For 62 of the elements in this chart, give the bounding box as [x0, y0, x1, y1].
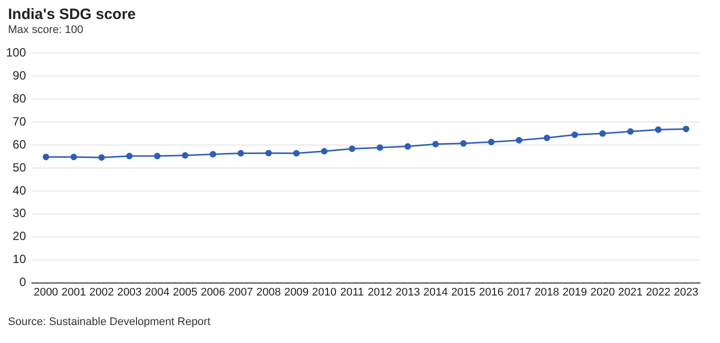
- y-tick-label: 10: [12, 252, 26, 266]
- y-tick-label: 40: [12, 183, 26, 198]
- x-tick-label: 2021: [618, 286, 643, 298]
- x-tick-label: 2012: [368, 286, 392, 298]
- x-tick-label: 2004: [145, 286, 170, 298]
- x-tick-label: 2010: [312, 286, 337, 298]
- x-tick-label: 2019: [562, 286, 587, 298]
- y-tick-label: 90: [12, 68, 26, 82]
- point: [460, 140, 467, 147]
- x-tick-label: 2009: [284, 286, 309, 298]
- x-tick-label: 2014: [423, 286, 448, 298]
- point: [544, 134, 550, 142]
- x-tick-label: 2016: [479, 286, 504, 298]
- point: [432, 140, 439, 148]
- y-tick-label: 80: [12, 91, 26, 106]
- x-tick-label: 2023: [674, 286, 698, 298]
- x-tick-label: 2005: [172, 286, 198, 298]
- y-tick-label: 30: [12, 206, 26, 220]
- point: [599, 130, 606, 137]
- point: [182, 152, 188, 159]
- x-tick-label: 2011: [340, 286, 364, 298]
- point: [70, 154, 78, 160]
- point: [348, 145, 356, 152]
- x-tick-label: 2001: [62, 286, 86, 298]
- point: [376, 144, 384, 151]
- point: [516, 136, 522, 144]
- x-tick-label: 2015: [451, 286, 476, 298]
- point: [154, 152, 161, 160]
- x-tick-label: 2007: [228, 286, 254, 298]
- point: [321, 148, 328, 154]
- y-tick-label: 50: [12, 160, 26, 174]
- y-tick-label: 0: [19, 275, 26, 290]
- chart-subtitle: Max score: 100: [8, 24, 84, 36]
- point: [572, 131, 578, 138]
- point: [655, 126, 662, 133]
- x-tick-label: 2000: [34, 286, 58, 298]
- x-tick-label: 2018: [534, 286, 560, 298]
- y-tick-label: 20: [12, 229, 26, 244]
- point: [488, 138, 495, 146]
- point: [98, 154, 105, 161]
- point: [210, 150, 216, 158]
- point: [265, 150, 272, 156]
- x-tick-label: 2008: [256, 286, 281, 298]
- point: [682, 126, 690, 132]
- y-tick-label: 70: [12, 114, 26, 128]
- y-tick-label: 60: [12, 137, 26, 152]
- x-tick-label: 2002: [89, 286, 114, 298]
- point: [42, 154, 50, 160]
- x-tick-label: 2022: [646, 286, 670, 298]
- source-note: Source: Sustainable Development Report: [8, 316, 210, 328]
- point: [404, 143, 412, 150]
- y-tick-label: 100: [6, 46, 26, 60]
- x-tick-label: 2006: [200, 286, 226, 298]
- point: [627, 128, 634, 135]
- point: [126, 152, 133, 160]
- x-tick-label: 2020: [590, 286, 615, 298]
- x-tick-label: 2003: [117, 286, 142, 298]
- x-tick-label: 2013: [396, 286, 420, 298]
- point: [293, 150, 300, 157]
- point: [238, 150, 244, 157]
- chart-title: India's SDG score: [8, 6, 136, 23]
- x-tick-label: 2017: [506, 286, 532, 298]
